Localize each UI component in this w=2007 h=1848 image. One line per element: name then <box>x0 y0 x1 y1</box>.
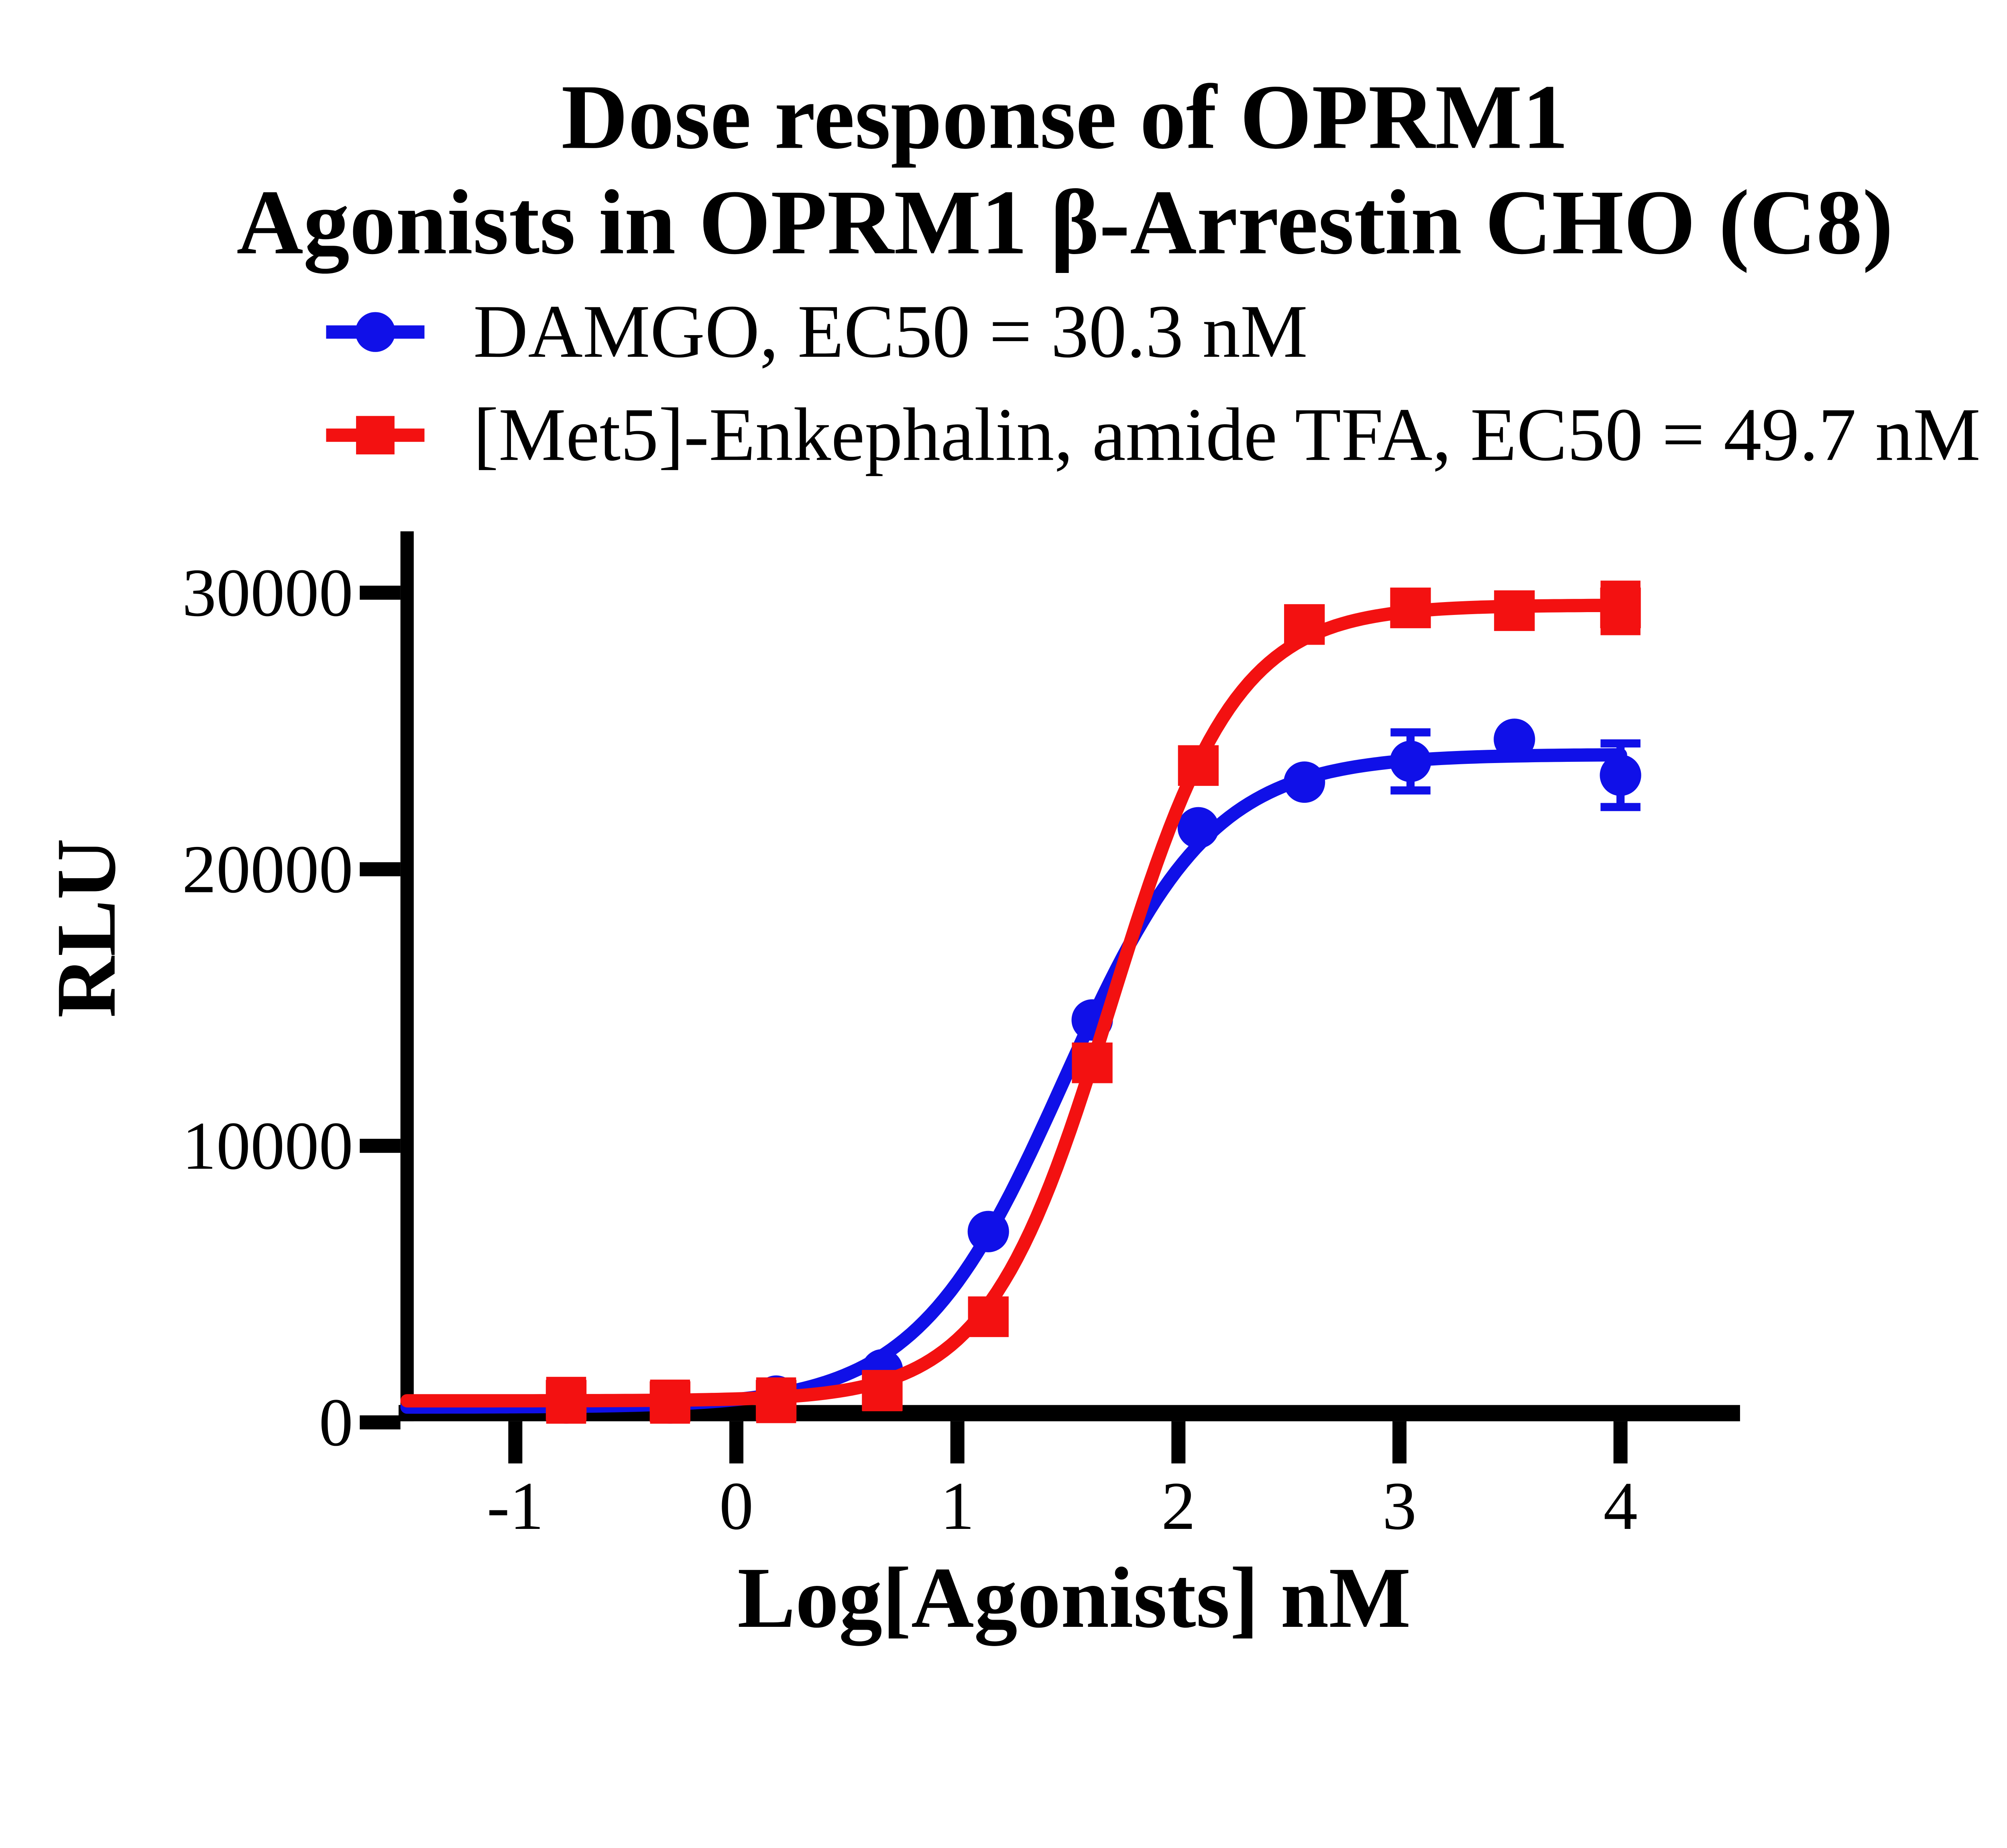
chart-canvas: Dose response of OPRM1 Agonists in OPRM1… <box>39 65 1981 1647</box>
chart-title-line2: Agonists in OPRM1 β-Arrestin CHO (C8) <box>236 171 1893 274</box>
x-tick <box>950 1421 965 1463</box>
DAMGO-marker-circle <box>1600 754 1641 796</box>
y-tick-label: 10000 <box>182 1108 353 1184</box>
y-tick-label: 30000 <box>182 555 353 631</box>
x-tick-label: 4 <box>1604 1468 1638 1544</box>
DAMGO-curve <box>400 748 1627 1414</box>
[Met5]-Enkephalin, amide TFA-marker-square <box>862 1370 903 1411</box>
[Met5]-Enkephalin, amide TFA-curve <box>400 598 1627 1408</box>
[Met5]-Enkephalin, amide TFA-marker-square <box>755 1380 797 1421</box>
x-tick-label: -1 <box>487 1468 544 1544</box>
chart-title-line1: Dose response of OPRM1 <box>561 65 1568 168</box>
legend-label-damgo: DAMGO, EC50 = 30.3 nM <box>473 289 1308 373</box>
y-axis-label: RLU <box>39 838 133 1018</box>
x-tick <box>508 1421 523 1463</box>
y-tick <box>360 586 401 600</box>
x-tick <box>1392 1421 1407 1463</box>
[Met5]-Enkephalin, amide TFA-error-cap <box>1600 627 1641 635</box>
[Met5]-Enkephalin, amide TFA-marker-square <box>1072 1042 1113 1083</box>
legend-marker-circle-icon <box>355 312 395 352</box>
[Met5]-Enkephalin, amide TFA-marker-square <box>1390 587 1431 629</box>
legend-marker-square-icon <box>356 416 395 455</box>
plot-area: -1 0 1 2 3 4 0 10000 20000 30000 <box>182 531 1740 1544</box>
[Met5]-Enkephalin, amide TFA-error-cap <box>1600 580 1641 589</box>
DAMGO-marker-circle <box>1284 761 1325 803</box>
x-tick-label: 2 <box>1161 1468 1195 1544</box>
x-axis-label: Log[Agonists] nM <box>737 1549 1411 1646</box>
DAMGO-error-cap <box>1390 728 1431 737</box>
legend-label-met5-enkephalin: [Met5]-Enkephalin, amide TFA, EC50 = 49.… <box>473 393 1981 476</box>
DAMGO-error-cap <box>1390 786 1431 795</box>
y-tick <box>360 862 401 877</box>
[Met5]-Enkephalin, amide TFA-marker-square <box>1284 604 1325 645</box>
[Met5]-Enkephalin, amide TFA-marker-square <box>1178 745 1219 786</box>
x-tick <box>1171 1421 1186 1463</box>
x-tick-label: 3 <box>1382 1468 1417 1544</box>
legend-item-damgo: DAMGO, EC50 = 30.3 nM <box>326 289 1308 373</box>
DAMGO-marker-circle <box>1494 718 1535 760</box>
DAMGO-marker-circle <box>1390 741 1431 782</box>
[Met5]-Enkephalin, amide TFA-marker-square <box>649 1381 690 1422</box>
DAMGO-marker-circle <box>1177 807 1219 849</box>
y-tick-label: 0 <box>319 1384 353 1460</box>
[Met5]-Enkephalin, amide TFA-marker-square <box>1600 587 1641 629</box>
dose-response-figure: Dose response of OPRM1 Agonists in OPRM1… <box>39 65 1981 1647</box>
DAMGO-marker-circle <box>967 1211 1009 1252</box>
DAMGO-error-cap <box>1600 739 1641 748</box>
DAMGO-error-cap <box>1600 803 1641 811</box>
[Met5]-Enkephalin, amide TFA-marker-square <box>968 1296 1009 1337</box>
y-tick-label: 20000 <box>182 831 353 907</box>
y-tick <box>360 1139 401 1153</box>
x-tick-label: 0 <box>719 1468 753 1544</box>
x-tick <box>729 1421 743 1463</box>
x-tick <box>1613 1421 1628 1463</box>
x-tick-label: 1 <box>940 1468 975 1544</box>
legend-item-met5-enkephalin: [Met5]-Enkephalin, amide TFA, EC50 = 49.… <box>326 393 1981 476</box>
[Met5]-Enkephalin, amide TFA-marker-square <box>1494 590 1535 631</box>
y-tick <box>360 1415 401 1430</box>
[Met5]-Enkephalin, amide TFA-marker-square <box>546 1380 587 1421</box>
legend: DAMGO, EC50 = 30.3 nM [Met5]-Enkephalin,… <box>326 289 1981 476</box>
y-axis-line <box>400 531 414 1421</box>
